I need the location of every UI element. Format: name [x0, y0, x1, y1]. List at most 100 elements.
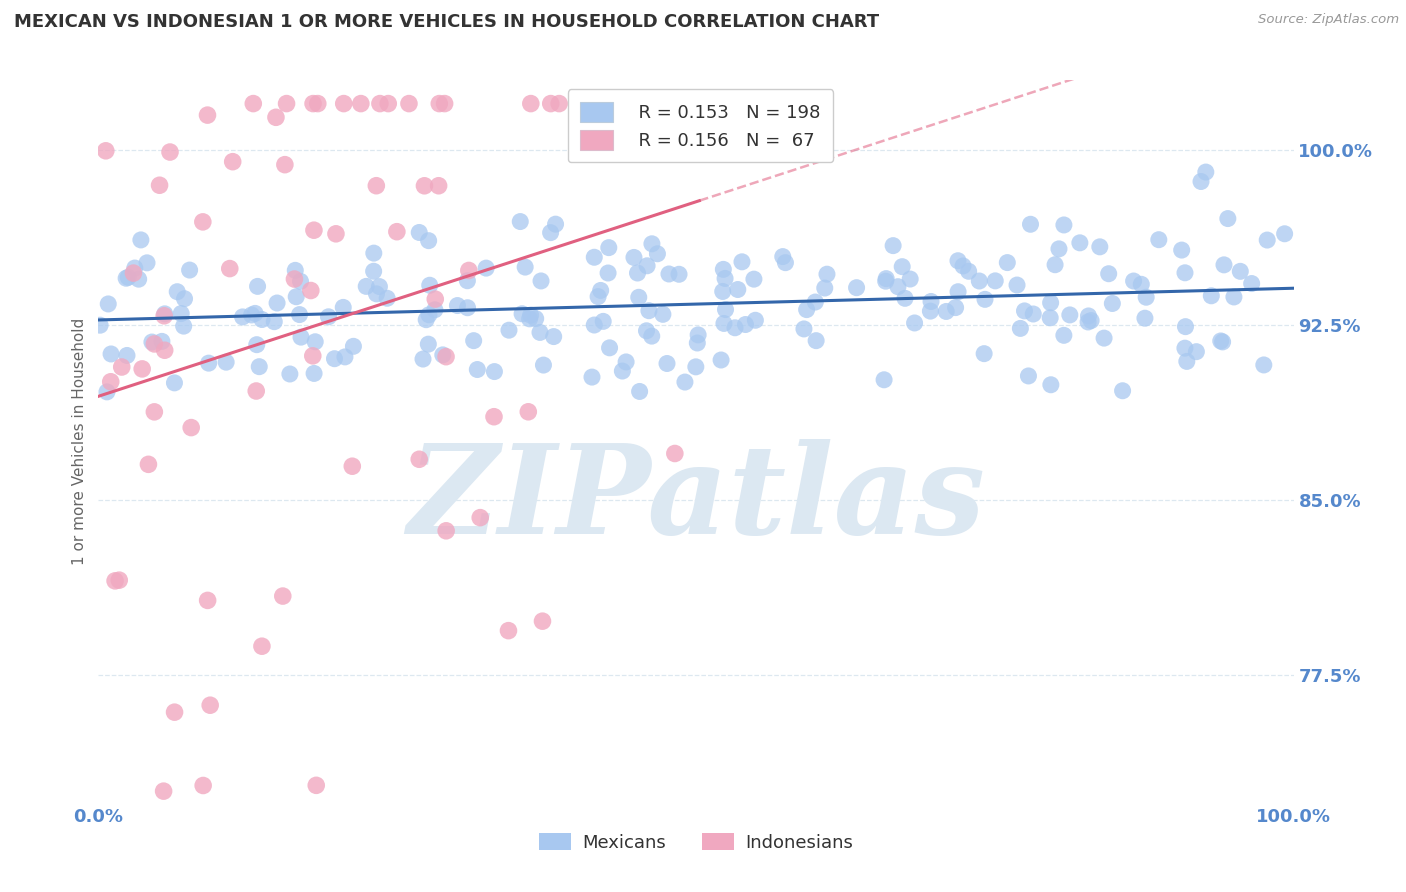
- Point: [191, 215, 214, 229]
- Point: [366, 286, 388, 301]
- Point: [815, 267, 838, 281]
- Point: [484, 365, 506, 379]
- Point: [240, 308, 263, 322]
- Point: [1043, 258, 1066, 272]
- Point: [510, 307, 533, 321]
- Point: [302, 223, 325, 237]
- Point: [651, 307, 673, 321]
- Point: [1130, 277, 1153, 292]
- Point: [153, 307, 176, 321]
- Point: [285, 290, 308, 304]
- Point: [302, 367, 325, 381]
- Point: [1223, 290, 1246, 304]
- Point: [153, 309, 176, 323]
- Point: [515, 260, 537, 274]
- Point: [288, 308, 311, 322]
- Text: MEXICAN VS INDONESIAN 1 OR MORE VEHICLES IN HOUSEHOLD CORRELATION CHART: MEXICAN VS INDONESIAN 1 OR MORE VEHICLES…: [14, 13, 879, 31]
- Point: [713, 317, 735, 331]
- Point: [636, 259, 658, 273]
- Point: [592, 314, 614, 328]
- Point: [457, 263, 479, 277]
- Point: [724, 320, 747, 334]
- Point: [148, 178, 170, 193]
- Point: [711, 285, 734, 299]
- Point: [385, 225, 408, 239]
- Point: [1216, 211, 1239, 226]
- Point: [1174, 319, 1197, 334]
- Point: [425, 292, 447, 306]
- Point: [434, 524, 457, 538]
- Point: [111, 359, 134, 374]
- Point: [245, 384, 267, 398]
- Point: [688, 96, 710, 111]
- Point: [323, 351, 346, 366]
- Point: [581, 370, 603, 384]
- Point: [1098, 267, 1121, 281]
- Point: [354, 279, 377, 293]
- Point: [1170, 243, 1192, 257]
- Point: [342, 459, 364, 474]
- Point: [218, 261, 240, 276]
- Point: [529, 326, 551, 340]
- Point: [952, 259, 974, 273]
- Point: [887, 279, 910, 293]
- Point: [1069, 235, 1091, 250]
- Point: [276, 96, 298, 111]
- Point: [100, 375, 122, 389]
- Point: [524, 311, 547, 326]
- Point: [531, 614, 554, 628]
- Point: [412, 352, 434, 367]
- Point: [418, 308, 440, 322]
- Point: [543, 329, 565, 343]
- Point: [264, 111, 287, 125]
- Point: [658, 267, 681, 281]
- Point: [1174, 341, 1197, 355]
- Point: [232, 310, 254, 324]
- Point: [408, 226, 430, 240]
- Point: [714, 271, 737, 285]
- Point: [250, 312, 273, 326]
- Point: [1047, 242, 1070, 256]
- Point: [498, 624, 520, 638]
- Point: [143, 337, 166, 351]
- Point: [973, 346, 995, 360]
- Point: [413, 178, 436, 193]
- Point: [775, 255, 797, 269]
- Point: [271, 589, 294, 603]
- Point: [935, 304, 957, 318]
- Point: [302, 96, 325, 111]
- Point: [655, 357, 678, 371]
- Point: [685, 359, 707, 374]
- Point: [544, 217, 567, 231]
- Point: [433, 96, 456, 111]
- Point: [305, 778, 328, 792]
- Point: [398, 96, 420, 111]
- Point: [250, 639, 273, 653]
- Point: [325, 227, 347, 241]
- Point: [290, 330, 312, 344]
- Y-axis label: 1 or more Vehicles in Household: 1 or more Vehicles in Household: [72, 318, 87, 566]
- Point: [1253, 358, 1275, 372]
- Point: [342, 339, 364, 353]
- Point: [368, 96, 391, 111]
- Point: [350, 96, 373, 111]
- Point: [873, 373, 896, 387]
- Point: [882, 238, 904, 252]
- Point: [415, 312, 437, 326]
- Point: [304, 334, 326, 349]
- Point: [711, 262, 734, 277]
- Point: [301, 349, 323, 363]
- Point: [363, 246, 385, 260]
- Point: [129, 233, 152, 247]
- Point: [498, 323, 520, 337]
- Point: [456, 274, 478, 288]
- Point: [197, 593, 219, 607]
- Point: [131, 362, 153, 376]
- Point: [143, 405, 166, 419]
- Point: [714, 302, 737, 317]
- Point: [1019, 217, 1042, 231]
- Point: [1147, 233, 1170, 247]
- Point: [641, 236, 664, 251]
- Point: [638, 303, 661, 318]
- Point: [1209, 334, 1232, 348]
